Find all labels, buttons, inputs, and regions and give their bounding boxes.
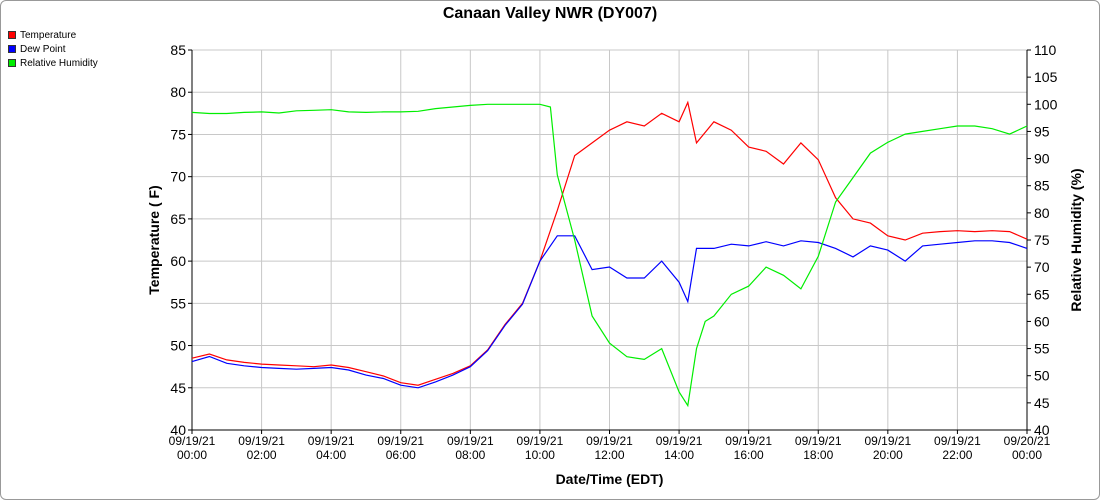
x-tick-date: 09/19/21 (447, 434, 494, 448)
legend-label: Temperature (20, 29, 77, 41)
y-tick-label: 40 (170, 422, 186, 438)
legend: Temperature Dew Point Relative Humidity (8, 28, 98, 70)
y2-tick-label: 55 (1034, 341, 1050, 357)
x-tick-time: 18:00 (803, 448, 833, 462)
y2-tick-label: 70 (1034, 259, 1050, 275)
x-tick-date: 09/19/21 (517, 434, 564, 448)
x-tick-date: 09/19/21 (864, 434, 911, 448)
y2-tick-label: 65 (1034, 286, 1050, 302)
legend-swatch (8, 31, 16, 39)
legend-label: Dew Point (20, 43, 66, 55)
y-tick-label: 70 (170, 169, 186, 185)
x-tick-date: 09/20/21 (1004, 434, 1051, 448)
y-tick-label: 85 (170, 42, 186, 58)
x-tick-date: 09/19/21 (308, 434, 355, 448)
series-line-relative-humidity (191, 103, 1028, 408)
x-tick-date: 09/19/21 (795, 434, 842, 448)
y-tick-label: 65 (170, 211, 186, 227)
x-tick-date: 09/19/21 (725, 434, 772, 448)
legend-swatch (8, 45, 16, 53)
y-tick-label: 80 (170, 84, 186, 100)
chart-title: Canaan Valley NWR (DY007) (442, 5, 658, 22)
y2-tick-label: 90 (1034, 151, 1050, 167)
x-tick-date: 09/19/21 (377, 434, 424, 448)
y-tick-label: 50 (170, 338, 186, 354)
x-tick-time: 10:00 (525, 448, 555, 462)
x-axis-label: Date/Time (EDT) (556, 471, 664, 487)
y2-tick-label: 75 (1034, 232, 1050, 248)
x-tick-time: 20:00 (873, 448, 903, 462)
series-line-temperature (191, 100, 1028, 386)
y2-tick-label: 50 (1034, 368, 1050, 384)
y-tick-label: 75 (170, 126, 186, 142)
x-tick-time: 12:00 (594, 448, 624, 462)
y2-tick-label: 80 (1034, 205, 1050, 221)
legend-item: Relative Humidity (8, 56, 98, 70)
y2-tick-label: 95 (1034, 123, 1050, 139)
y2-tick-label: 110 (1034, 42, 1057, 58)
y2-tick-label: 85 (1034, 178, 1050, 194)
y2-tick-label: 105 (1034, 69, 1058, 85)
y2-tick-label: 60 (1034, 313, 1050, 329)
x-tick-time: 08:00 (455, 448, 485, 462)
x-tick-time: 00:00 (1012, 448, 1042, 462)
y2-tick-label: 45 (1034, 395, 1050, 411)
x-tick-time: 14:00 (664, 448, 694, 462)
y-axis-label: Temperature ( F) (146, 185, 162, 294)
x-tick-time: 00:00 (177, 448, 207, 462)
y2-axis-label: Relative Humidity (%) (1068, 168, 1084, 311)
x-tick-date: 09/19/21 (934, 434, 981, 448)
x-tick-time: 04:00 (316, 448, 346, 462)
series-line-dew-point (191, 235, 1028, 389)
legend-item: Temperature (8, 28, 98, 42)
x-tick-date: 09/19/21 (656, 434, 703, 448)
legend-label: Relative Humidity (20, 57, 98, 69)
x-tick-date: 09/19/21 (238, 434, 285, 448)
y2-tick-label: 100 (1034, 96, 1058, 112)
y2-tick-label: 40 (1034, 422, 1050, 438)
x-tick-date: 09/19/21 (586, 434, 633, 448)
x-tick-time: 02:00 (247, 448, 277, 462)
x-tick-time: 16:00 (734, 448, 764, 462)
x-tick-time: 06:00 (386, 448, 416, 462)
legend-item: Dew Point (8, 42, 98, 56)
x-tick-time: 22:00 (942, 448, 972, 462)
legend-swatch (8, 59, 16, 67)
y-tick-label: 55 (170, 295, 186, 311)
x-tick-date: 09/19/21 (169, 434, 216, 448)
y-tick-label: 45 (170, 380, 186, 396)
y-tick-label: 60 (170, 253, 186, 269)
